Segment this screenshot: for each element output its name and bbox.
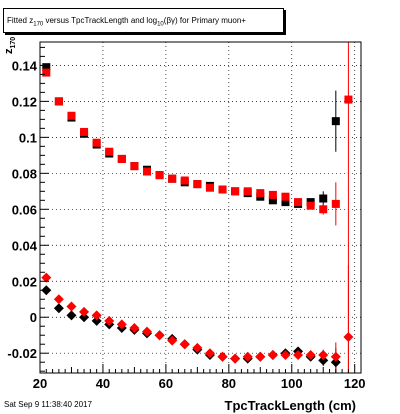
data-point-square <box>281 198 290 207</box>
chart-title: Fitted z170 versus TpcTrackLength and lo… <box>3 8 284 33</box>
y-tick-label: 0.06 <box>12 202 37 217</box>
data-point-square <box>205 183 214 192</box>
y-tick-label: 0 <box>30 310 37 325</box>
x-axis-ticks: 20 40 60 80 100 120 <box>33 364 366 391</box>
data-point-diamond <box>91 315 102 326</box>
data-point-square <box>105 147 114 156</box>
data-point-diamond <box>230 353 241 364</box>
data-point-square <box>231 187 240 196</box>
data-point-square <box>67 111 76 120</box>
data-point-square <box>256 189 265 198</box>
data-point-diamond <box>179 339 190 350</box>
title-suffix: (βγ) for Primary muon+ <box>163 16 246 25</box>
data-point-square <box>281 192 290 201</box>
data-point-diamond <box>129 323 140 334</box>
data-point-diamond <box>91 310 102 321</box>
data-point-diamond <box>154 330 165 341</box>
data-point-square <box>42 63 51 72</box>
data-point-square <box>218 185 227 194</box>
data-point-square <box>193 180 202 189</box>
data-point-diamond <box>318 350 329 361</box>
x-tick-label: 60 <box>159 376 173 391</box>
data-point-diamond <box>305 350 316 361</box>
data-point-diamond <box>66 310 77 321</box>
y-axis-ticks: -0.02 0 0.02 0.04 0.06 0.08 0.1 0.12 0.14 <box>7 46 49 372</box>
data-point-diamond <box>242 351 253 362</box>
data-point-diamond <box>192 342 203 353</box>
x-axis-label: TpcTrackLength (cm) <box>225 398 356 413</box>
data-point-square <box>80 127 89 136</box>
data-point-diamond <box>318 355 329 366</box>
title-prefix: Fitted z <box>7 16 34 25</box>
data-point-square <box>306 201 315 210</box>
data-point-diamond <box>79 306 90 317</box>
data-point-diamond <box>41 272 52 283</box>
data-point-square <box>42 68 51 77</box>
data-point-diamond <box>343 332 354 343</box>
data-point-diamond <box>53 294 64 305</box>
y-tick-label: 0.08 <box>12 166 37 181</box>
y-tick-label: 0.02 <box>12 274 37 289</box>
data-point-square <box>331 117 340 126</box>
plot-frame <box>39 41 362 374</box>
error-bars <box>45 42 349 373</box>
y-tick-label: -0.02 <box>7 346 37 361</box>
data-point-square <box>243 187 252 196</box>
data-point-diamond <box>167 335 178 346</box>
data-point-diamond <box>66 301 77 312</box>
y-tick-label: 0.1 <box>19 130 37 145</box>
data-point-diamond <box>142 326 152 337</box>
title-sub1: 170 <box>33 21 44 28</box>
title-sub2: 10 <box>157 21 164 28</box>
y-tick-label: 0.04 <box>12 238 38 253</box>
data-point-diamond <box>330 357 341 368</box>
data-point-diamond <box>280 350 291 361</box>
timestamp: Sat Sep 9 11:38:40 2017 <box>4 400 92 409</box>
data-point-diamond <box>217 351 228 362</box>
x-tick-label: 20 <box>33 376 47 391</box>
data-point-diamond <box>293 350 304 361</box>
data-point-square <box>130 162 139 171</box>
data-point-diamond <box>104 315 115 326</box>
data-point-square <box>319 205 328 214</box>
data-point-square <box>319 194 328 203</box>
data-point-square <box>155 171 164 180</box>
x-tick-label: 40 <box>96 376 110 391</box>
data-point-diamond <box>330 351 341 362</box>
data-point-square <box>294 198 303 207</box>
y-axis-label-sub: 170 <box>10 37 17 49</box>
data-point-square <box>92 138 101 147</box>
data-point-diamond <box>255 351 266 362</box>
grid-lines <box>39 42 361 373</box>
x-tick-label: 100 <box>281 376 303 391</box>
data-point-square <box>331 199 340 208</box>
data-point-diamond <box>204 348 215 359</box>
title-mid: versus TpcTrackLength and log <box>43 16 158 25</box>
data-point-square <box>268 190 277 199</box>
data-point-diamond <box>53 303 64 314</box>
y-tick-label: 0.14 <box>12 58 38 73</box>
data-markers <box>41 63 354 368</box>
svg-text:z170: z170 <box>3 37 17 54</box>
data-point-diamond <box>79 312 90 323</box>
data-point-diamond <box>41 285 52 296</box>
data-point-square <box>180 176 189 185</box>
y-axis-label: z170 <box>3 37 17 54</box>
x-tick-label: 120 <box>344 376 366 391</box>
data-point-square <box>54 97 63 106</box>
y-tick-label: 0.12 <box>12 94 37 109</box>
data-point-square <box>117 154 126 163</box>
data-point-square <box>143 167 151 176</box>
data-point-square <box>344 95 353 104</box>
x-tick-label: 80 <box>222 376 236 391</box>
data-point-diamond <box>116 319 127 330</box>
data-point-square <box>268 196 277 205</box>
data-point-square <box>168 174 177 183</box>
data-point-diamond <box>267 350 278 361</box>
